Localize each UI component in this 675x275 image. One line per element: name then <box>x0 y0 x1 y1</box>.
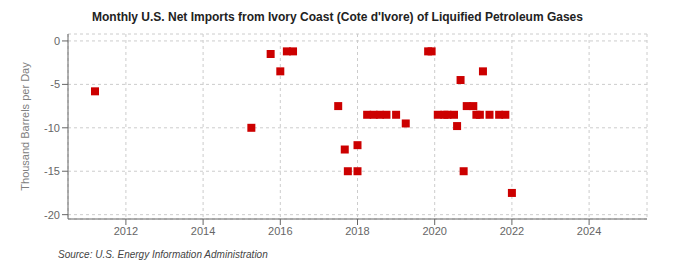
svg-text:-15: -15 <box>44 165 60 177</box>
svg-text:-20: -20 <box>44 209 60 221</box>
svg-text:-5: -5 <box>50 78 60 90</box>
svg-text:2024: 2024 <box>577 225 601 237</box>
svg-text:0: 0 <box>54 35 60 47</box>
svg-text:2018: 2018 <box>345 225 369 237</box>
svg-text:2022: 2022 <box>500 225 524 237</box>
svg-text:-10: -10 <box>44 122 60 134</box>
svg-text:2020: 2020 <box>422 225 446 237</box>
svg-text:2012: 2012 <box>114 225 138 237</box>
svg-text:2016: 2016 <box>268 225 292 237</box>
svg-text:Thousand Barrels per Day: Thousand Barrels per Day <box>19 62 31 191</box>
svg-text:2014: 2014 <box>191 225 215 237</box>
html-text:Source: U.S. Energy Informatio: Source: U.S. Energy Information Administ… <box>58 249 268 260</box>
html-text:Monthly U.S. Net Imports from: Monthly U.S. Net Imports from Ivory Coas… <box>92 10 583 24</box>
